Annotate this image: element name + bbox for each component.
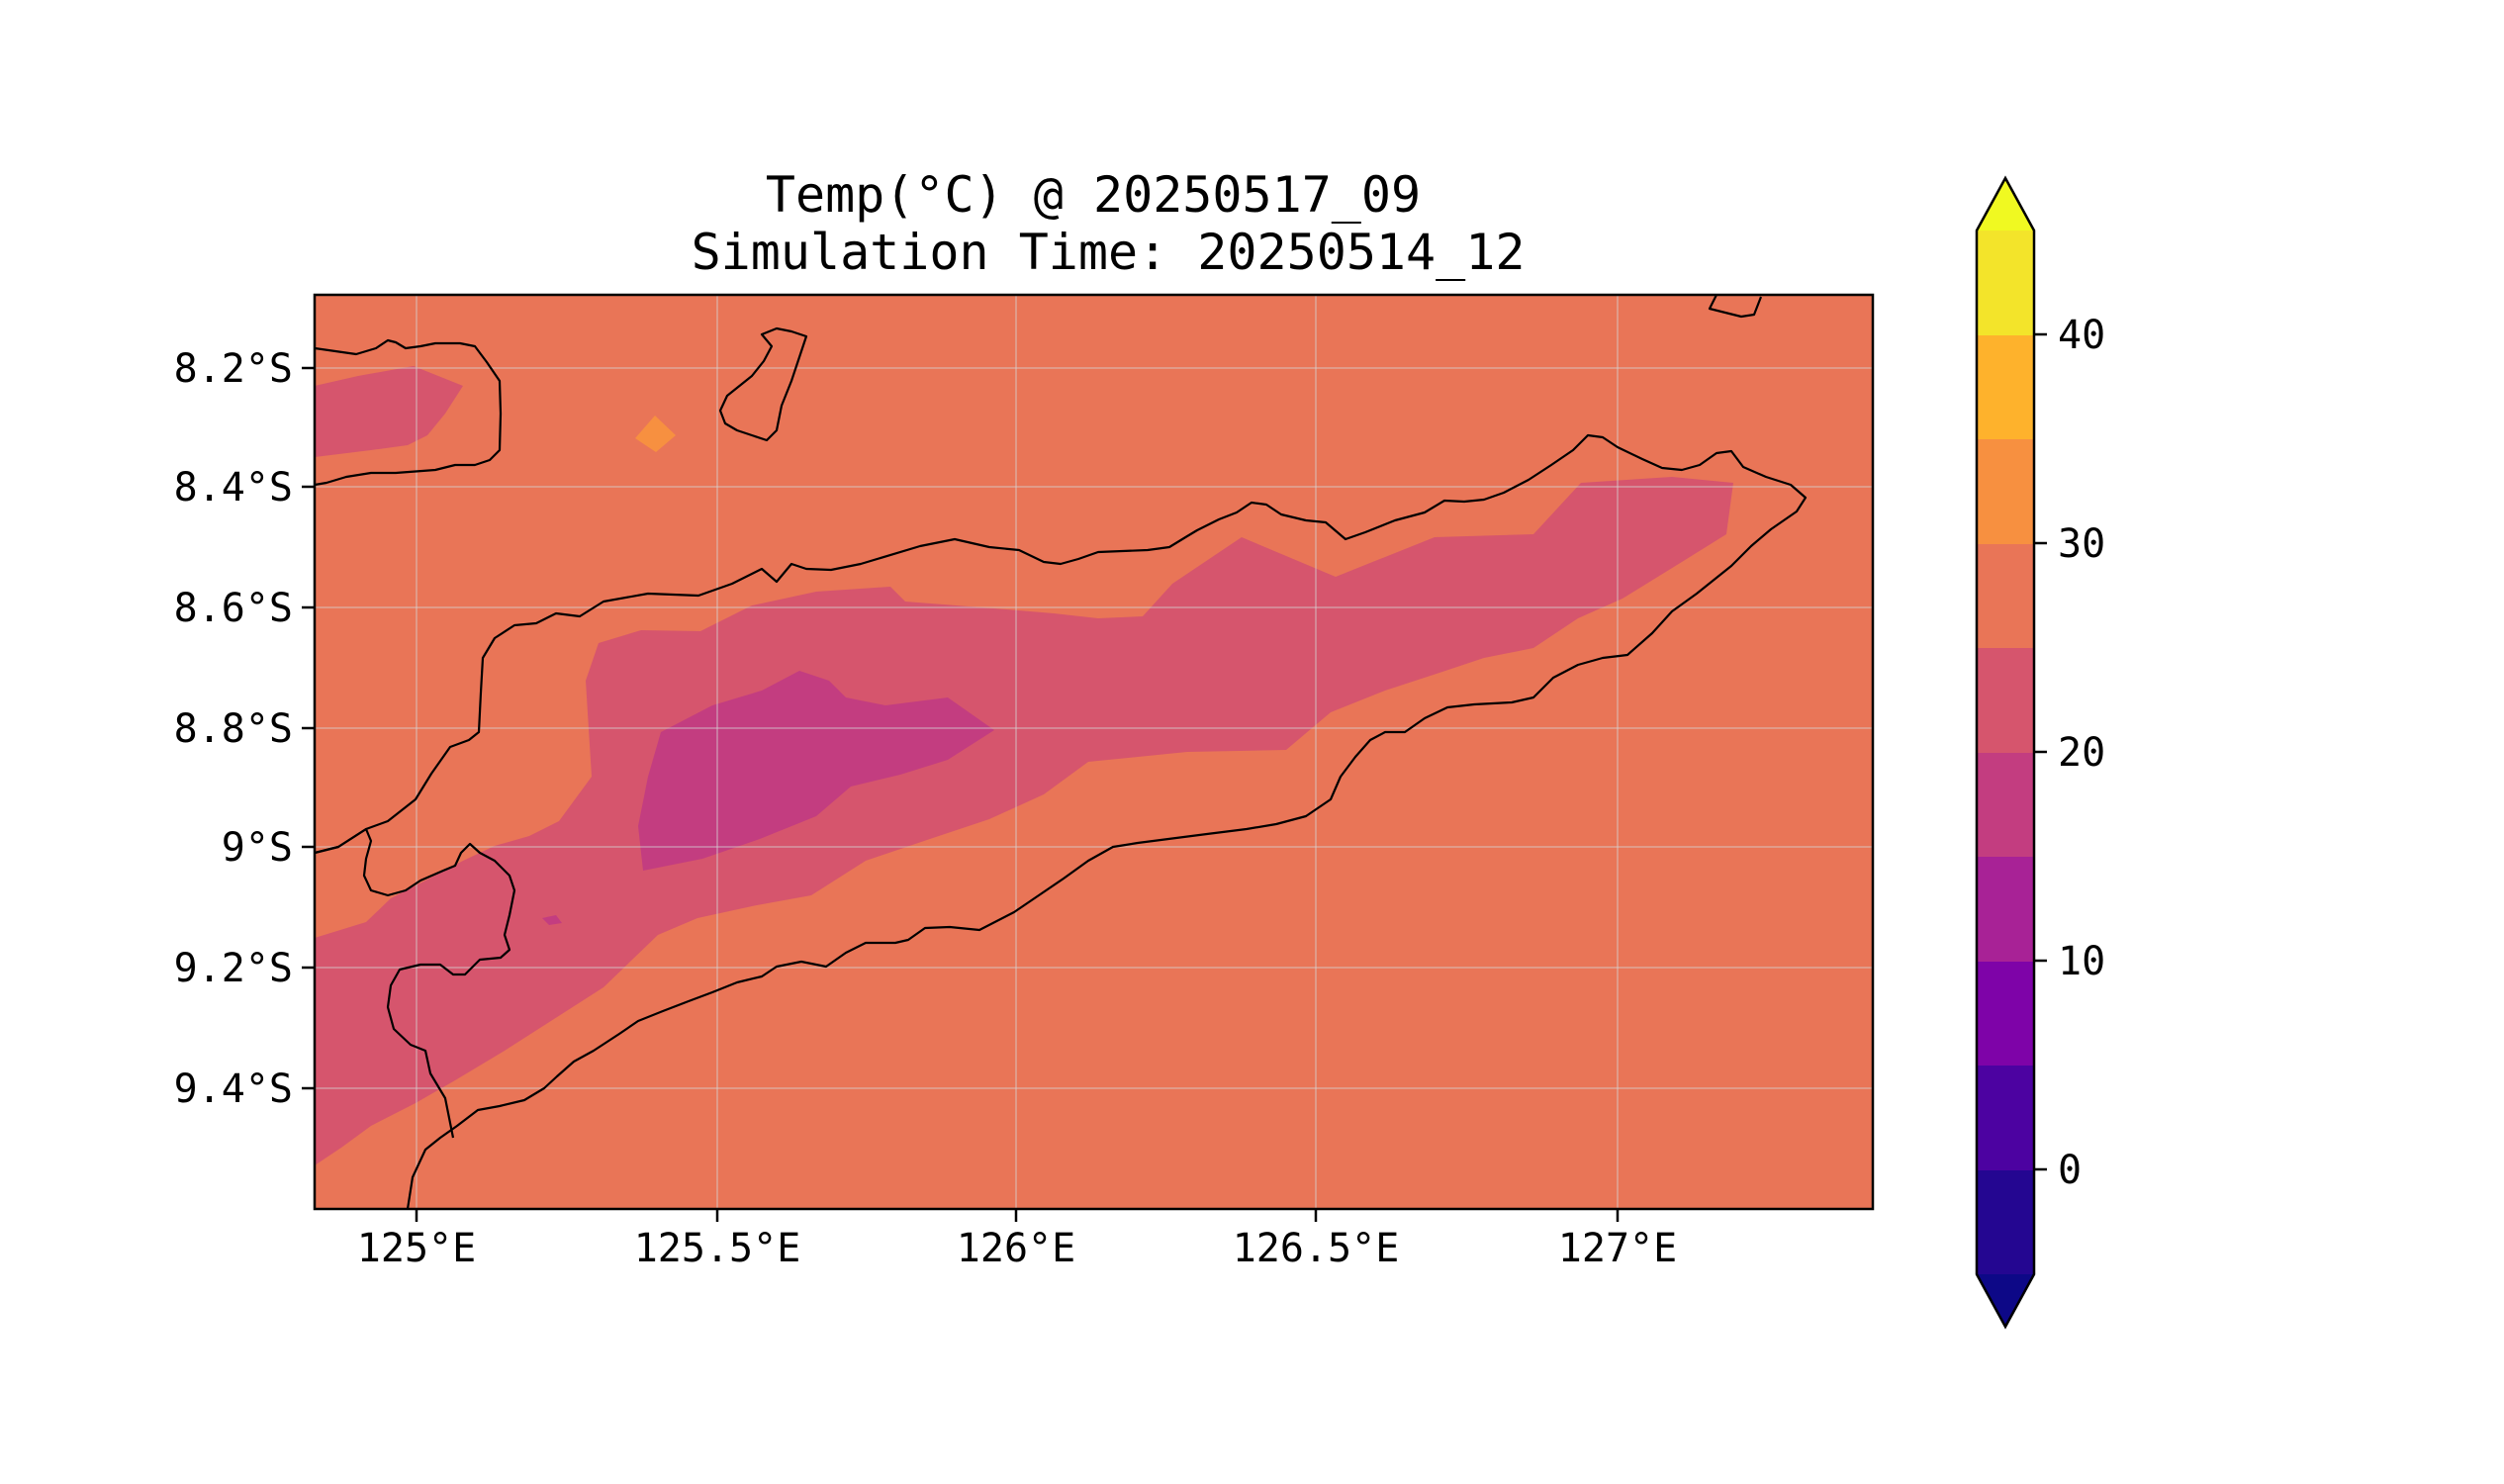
coastline-timor-north	[315, 433, 1808, 1209]
coastline-northwest	[315, 338, 503, 487]
colorbar-segment	[1977, 1169, 2034, 1274]
colorbar-tick-marks	[2034, 332, 2047, 1171]
x-axis-ticks: 125°E 125.5°E 126°E 126.5°E 127°E	[357, 1226, 1677, 1271]
colorbar-tick-labels: 0 10 20 30 40	[2058, 313, 2105, 1193]
colorbar-segment	[1977, 752, 2034, 857]
colorbar-tick-label: 0	[2058, 1148, 2082, 1193]
colorbar-extend-low	[1977, 1274, 2034, 1327]
x-tick-label: 125°E	[357, 1226, 476, 1271]
colorbar-segment	[1977, 334, 2034, 439]
y-tick-label: 9.4°S	[174, 1067, 293, 1112]
y-tick-label: 8.6°S	[174, 586, 293, 631]
colorbar-tick-label: 10	[2058, 939, 2105, 984]
coastline-atauro-island	[718, 326, 808, 442]
x-tick-label: 125.5°E	[634, 1226, 801, 1271]
y-axis-ticks: 8.2°S 8.4°S 8.6°S 8.8°S 9°S 9.2°S 9.4°S	[174, 346, 293, 1112]
x-tick-label: 126.5°E	[1233, 1226, 1400, 1271]
map-area	[315, 295, 1873, 1209]
contour-30-35-spot	[635, 416, 676, 452]
x-tick-label: 127°E	[1558, 1226, 1677, 1271]
map-title: Temp(°C) @ 20250517_09	[766, 166, 1421, 224]
colorbar-segment	[1977, 543, 2034, 648]
y-tick-label: 9.2°S	[174, 946, 293, 991]
x-tick-label: 126°E	[957, 1226, 1075, 1271]
colorbar-segment	[1977, 961, 2034, 1066]
coastlines	[315, 295, 1808, 1209]
colorbar-outline	[1975, 175, 2036, 1330]
map-frame	[313, 293, 1875, 1211]
colorbar-segment	[1977, 857, 2034, 962]
y-tick-label: 9°S	[222, 825, 293, 871]
y-tick-label: 8.2°S	[174, 346, 293, 392]
coastline-border-west	[315, 827, 516, 1139]
temperature-contours	[315, 366, 1733, 1165]
colorbar-segment	[1977, 648, 2034, 753]
contour-15-20-core	[638, 671, 994, 871]
y-tick-label: 8.8°S	[174, 706, 293, 752]
colorbar: 0 10 20 30 40	[1975, 175, 2105, 1330]
colorbar-extend-high	[1977, 178, 2034, 231]
colorbar-segment	[1977, 231, 2034, 335]
map-tick-marks	[302, 366, 1620, 1222]
colorbar-segment	[1977, 439, 2034, 544]
colorbar-segment	[1977, 1066, 2034, 1170]
coastline-northeast-island	[1708, 295, 1763, 319]
colorbar-tick-label: 30	[2058, 521, 2105, 567]
colorbar-segments	[1977, 231, 2034, 1274]
map-subtitle: Simulation Time: 20250514_12	[692, 224, 1526, 281]
contour-20-25-main	[315, 477, 1733, 1165]
contour-20-25-northwest	[315, 366, 463, 457]
colorbar-tick-label: 40	[2058, 313, 2105, 358]
colorbar-tick-label: 20	[2058, 730, 2105, 776]
y-tick-label: 8.4°S	[174, 465, 293, 510]
contour-15-20-speck	[542, 915, 562, 925]
